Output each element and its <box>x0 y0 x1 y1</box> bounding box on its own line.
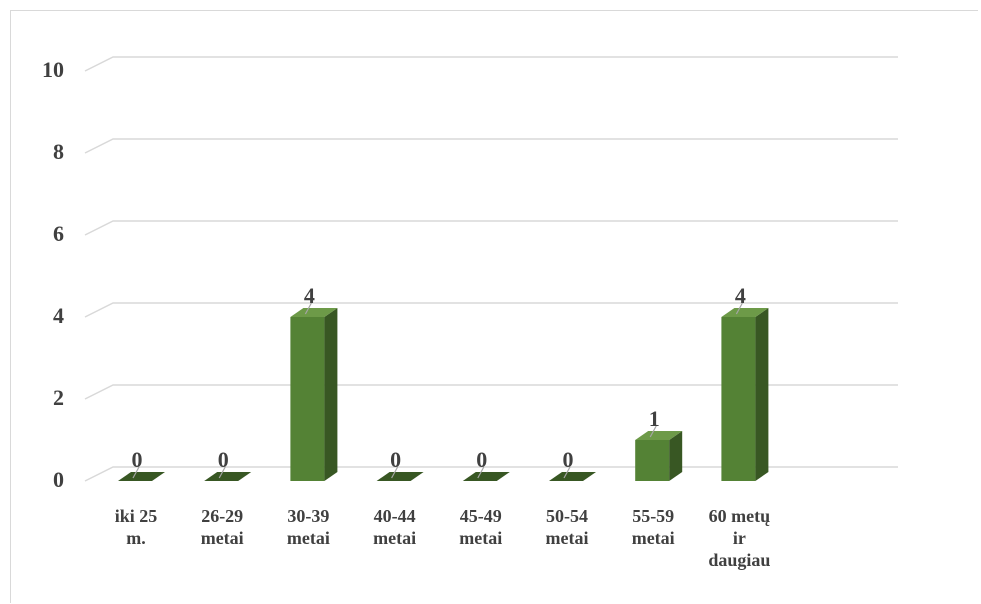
x-category-label: 55-59 metai <box>632 506 675 548</box>
x-category-label: 40-44 metai <box>373 506 416 548</box>
x-category-label: 60 metų ir daugiau <box>708 506 770 570</box>
bar <box>721 302 769 481</box>
data-label: 1 <box>649 406 660 431</box>
data-label: 0 <box>390 447 401 472</box>
y-tick-label: 2 <box>53 385 64 410</box>
data-label: 4 <box>735 283 746 308</box>
y-tick-label: 10 <box>42 57 64 82</box>
x-category-label: 45-49 metai <box>459 506 502 548</box>
x-category-label: 30-39 metai <box>287 506 330 548</box>
bar <box>118 466 165 481</box>
gridline <box>84 56 898 72</box>
data-label: 0 <box>563 447 574 472</box>
bar <box>204 466 252 481</box>
gridline <box>84 302 898 318</box>
x-category-label: iki 25 m. <box>115 506 158 548</box>
bar <box>549 466 596 481</box>
data-label: 0 <box>218 447 229 472</box>
data-labels: 0 0 4 0 0 0 1 4 <box>132 283 746 472</box>
y-tick-label: 8 <box>53 139 64 164</box>
x-category-label: 26-29 metai <box>201 506 244 548</box>
gridline <box>84 220 898 236</box>
y-tick-label: 0 <box>53 467 64 492</box>
bar <box>635 425 683 481</box>
data-label: 0 <box>132 447 143 472</box>
bars <box>118 302 769 481</box>
gridline <box>84 384 898 400</box>
y-tick-label: 4 <box>53 303 64 328</box>
data-label: 0 <box>476 447 487 472</box>
bar <box>376 466 424 481</box>
data-label: 4 <box>304 283 315 308</box>
gridline <box>84 138 898 154</box>
bar <box>290 302 338 481</box>
y-axis-ticks: 0 2 4 6 8 10 <box>42 57 64 492</box>
chart-frame <box>10 10 978 603</box>
gridlines <box>84 56 898 482</box>
y-tick-label: 6 <box>53 221 64 246</box>
x-axis-categories: iki 25 m. 26-29 metai 30-39 metai 40-44 metai 45… <box>115 506 771 570</box>
x-category-label: 50-54 metai <box>546 506 589 548</box>
bar <box>462 466 510 481</box>
